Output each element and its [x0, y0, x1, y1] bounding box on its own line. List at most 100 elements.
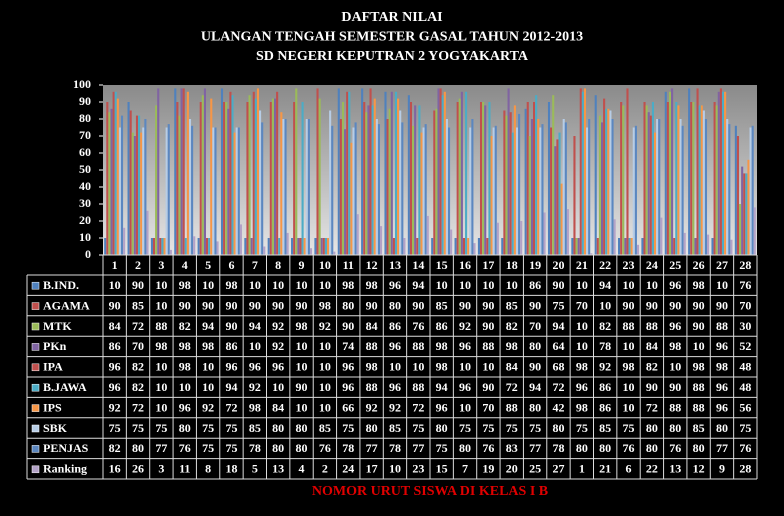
bar	[490, 136, 493, 255]
bar	[632, 127, 635, 255]
bar	[494, 125, 497, 255]
bar	[146, 210, 149, 255]
bar	[443, 91, 446, 255]
table-cell: 80	[576, 441, 588, 455]
table-cell: 10	[576, 339, 588, 353]
table-cell: 10	[669, 360, 681, 374]
table-cell: 20	[506, 462, 518, 476]
bar	[282, 119, 285, 255]
bar	[707, 234, 710, 255]
table-cell: 72	[412, 400, 424, 414]
bar	[634, 125, 637, 255]
table-cell: 80	[459, 441, 471, 455]
table-cell: 98	[179, 278, 191, 292]
bar	[416, 238, 419, 255]
table-cell: 80	[436, 421, 448, 435]
bar	[690, 102, 693, 255]
table-cell: 10	[296, 339, 308, 353]
bar	[692, 102, 695, 255]
bar	[259, 110, 262, 255]
table-cell: 86	[225, 339, 237, 353]
table-cell: 76	[319, 441, 331, 455]
table-cell: 98	[693, 360, 705, 374]
table-cell: 86	[436, 319, 448, 333]
bar	[469, 127, 472, 255]
bar	[454, 238, 457, 255]
table-cell: 10	[202, 380, 214, 394]
bar	[704, 119, 708, 255]
table-cell: 10	[412, 360, 424, 374]
bar	[305, 119, 308, 255]
bar	[700, 105, 703, 256]
bar	[658, 119, 661, 255]
bar	[566, 209, 569, 255]
table-cell: 77	[529, 441, 541, 455]
bar	[197, 238, 200, 255]
table-cell: 26	[132, 462, 144, 476]
table-cell: 10	[623, 278, 635, 292]
table-cell: 88	[669, 400, 681, 414]
bar	[212, 127, 215, 255]
bar	[696, 88, 699, 256]
bar	[227, 108, 230, 255]
table-cell: 75	[482, 421, 494, 435]
bar	[711, 238, 714, 255]
table-cell: 84	[366, 319, 378, 333]
table-cell: 74	[342, 339, 354, 353]
table-cell: 88	[482, 339, 494, 353]
table-cell: 96	[459, 339, 471, 353]
legend-swatch	[31, 343, 40, 351]
legend-label: B.IND.	[43, 278, 79, 292]
bar	[677, 105, 680, 256]
table-cell: 82	[179, 319, 191, 333]
bar	[560, 183, 563, 255]
table-cell: 88	[366, 380, 378, 394]
table-cell: 96	[716, 400, 728, 414]
table-cell: 9	[719, 462, 725, 476]
bar	[412, 125, 415, 255]
bar	[734, 125, 737, 255]
bar	[653, 132, 657, 255]
bar	[348, 91, 351, 255]
table-cell: 21	[599, 462, 611, 476]
table-cell: 82	[646, 360, 658, 374]
table-cell: 98	[225, 278, 237, 292]
table-cell: 90	[646, 298, 658, 312]
table-cell: 84	[506, 360, 518, 374]
bar	[252, 91, 255, 255]
table-cell: 85	[506, 298, 518, 312]
table-cell: 92	[272, 339, 284, 353]
table-cell: 92	[366, 400, 378, 414]
table-cell: 90	[412, 298, 424, 312]
table-cell: 98	[202, 339, 214, 353]
table-cell: 66	[342, 400, 354, 414]
table-cell: 10	[272, 380, 284, 394]
x-tick-label: 27	[716, 258, 728, 272]
table-cell: 76	[669, 441, 681, 455]
table-cell: 90	[109, 298, 121, 312]
table-cell: 10	[155, 400, 167, 414]
table-cell: 98	[576, 400, 588, 414]
table-cell: 80	[366, 421, 378, 435]
bar	[651, 102, 654, 255]
bar	[339, 119, 342, 255]
bar	[120, 115, 124, 255]
bar	[256, 88, 260, 256]
table-cell: 90	[459, 298, 471, 312]
y-tick-label: 20	[79, 213, 91, 227]
table-cell: 98	[506, 339, 518, 353]
table-cell: 13	[669, 462, 681, 476]
x-tick-label: 5	[205, 258, 211, 272]
table-cell: 18	[225, 462, 237, 476]
bar	[537, 119, 540, 255]
table-cell: 70	[529, 319, 541, 333]
table-cell: 92	[249, 380, 261, 394]
bar	[333, 251, 336, 255]
table-cell: 88	[506, 400, 518, 414]
table-cell: 84	[109, 319, 121, 333]
table-cell: 10	[436, 278, 448, 292]
bar	[384, 91, 387, 255]
bar	[724, 91, 727, 255]
table-cell: 98	[436, 339, 448, 353]
table-cell: 10	[599, 298, 611, 312]
